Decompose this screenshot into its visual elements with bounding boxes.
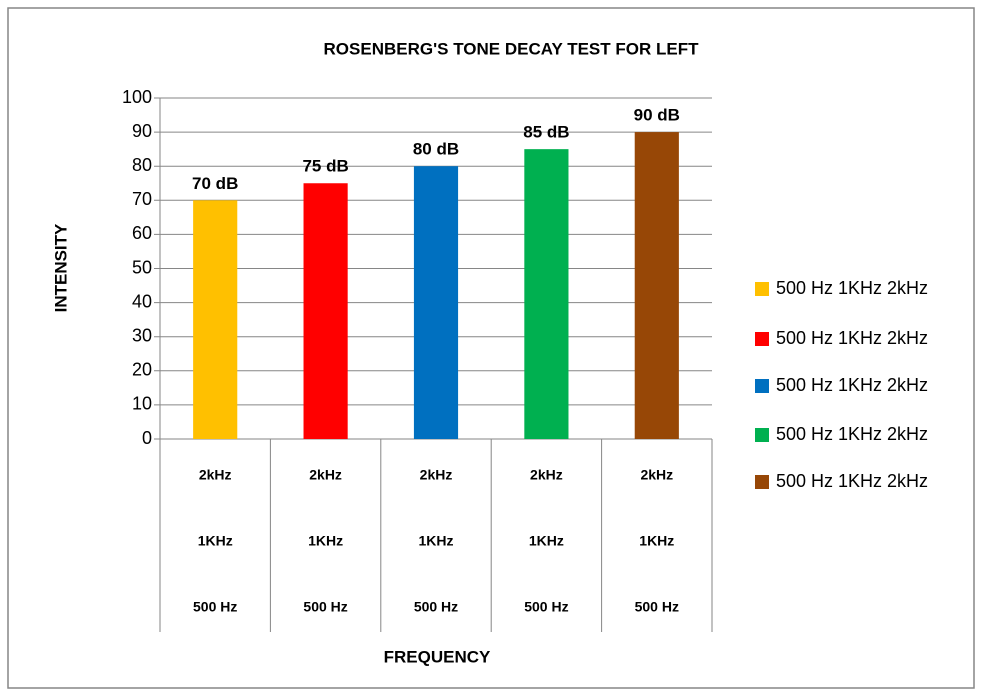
- x-tick-label: 500 Hz: [193, 599, 237, 615]
- x-tick-label: 2kHz: [530, 467, 563, 483]
- y-axis-title: INTENSITY: [51, 223, 70, 312]
- x-axis-title: FREQUENCY: [384, 647, 491, 666]
- data-label: 90 dB: [634, 106, 680, 125]
- x-tick-label: 1KHz: [639, 533, 674, 549]
- legend-swatch: [755, 428, 769, 442]
- legend-label: 500 Hz 1KHz 2kHz: [776, 375, 928, 395]
- x-tick-label: 2kHz: [640, 467, 673, 483]
- x-tick-label: 2kHz: [199, 467, 232, 483]
- y-tick-label: 0: [142, 428, 152, 448]
- legend-label: 500 Hz 1KHz 2kHz: [776, 424, 928, 444]
- y-tick-label: 30: [132, 325, 152, 345]
- y-tick-label: 10: [132, 394, 152, 414]
- x-tick-label: 2kHz: [309, 467, 342, 483]
- y-tick-label: 60: [132, 223, 152, 243]
- x-tick-label: 500 Hz: [303, 599, 347, 615]
- y-tick-label: 80: [132, 155, 152, 175]
- x-tick-label: 1KHz: [529, 533, 564, 549]
- chart-title: ROSENBERG'S TONE DECAY TEST FOR LEFT: [324, 39, 700, 58]
- x-tick-label: 1KHz: [308, 533, 343, 549]
- data-label: 80 dB: [413, 140, 459, 159]
- data-label: 75 dB: [302, 157, 348, 176]
- bar: [524, 149, 569, 439]
- legend-swatch: [755, 282, 769, 296]
- x-tick-label: 500 Hz: [635, 599, 679, 615]
- bar: [413, 166, 459, 439]
- y-tick-label: 70: [132, 189, 152, 209]
- y-tick-label: 20: [132, 360, 152, 380]
- x-tick-label: 1KHz: [418, 533, 453, 549]
- bar: [193, 200, 238, 439]
- legend-swatch: [755, 332, 769, 346]
- legend-swatch: [755, 379, 769, 393]
- bar: [303, 183, 348, 439]
- x-tick-label: 500 Hz: [524, 599, 568, 615]
- legend-label: 500 Hz 1KHz 2kHz: [776, 328, 928, 348]
- legend-swatch: [755, 475, 769, 489]
- legend-label: 500 Hz 1KHz 2kHz: [776, 471, 928, 491]
- bar: [634, 132, 679, 439]
- y-tick-label: 90: [132, 121, 152, 141]
- data-label: 70 dB: [192, 174, 238, 193]
- y-tick-label: 100: [122, 87, 152, 107]
- legend-label: 500 Hz 1KHz 2kHz: [776, 278, 928, 298]
- x-tick-label: 500 Hz: [414, 599, 458, 615]
- x-tick-label: 1KHz: [198, 533, 233, 549]
- data-label: 85 dB: [523, 123, 569, 142]
- x-tick-label: 2kHz: [420, 467, 453, 483]
- y-tick-label: 40: [132, 291, 152, 311]
- y-tick-label: 50: [132, 257, 152, 277]
